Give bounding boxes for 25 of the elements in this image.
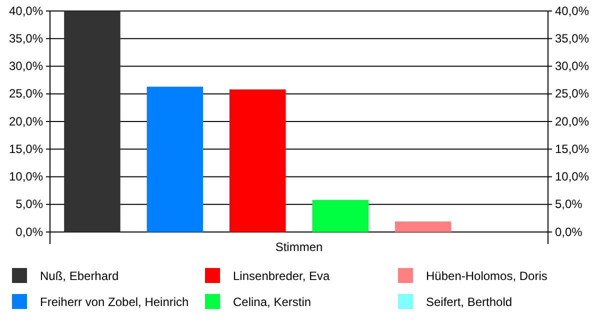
x-tick-label: Stimmen — [275, 240, 323, 254]
text: 0,0% — [555, 224, 582, 239]
text: 20,0% — [555, 114, 590, 128]
legend-label: Freiherr von Zobel, Heinrich — [40, 295, 189, 309]
y-tick-label: 15,0% — [8, 142, 44, 156]
y-tick-label: 5,0% — [16, 197, 44, 212]
text: 5,0% — [555, 197, 582, 212]
text: 40,0% — [555, 4, 590, 18]
y-tick-label: 10,0% — [8, 170, 44, 184]
legend-label: Seifert, Berthold — [426, 295, 512, 309]
text: 30,0% — [555, 59, 590, 74]
text: 35,0% — [555, 31, 590, 46]
legend-label: Nuß, Eberhard — [40, 269, 119, 283]
y-tick-label: 35,0% — [8, 31, 44, 46]
y-tick-label: 40,0% — [8, 4, 44, 18]
text: 10,0% — [555, 170, 590, 184]
legend-label: Linsenbreder, Eva — [233, 269, 330, 283]
y-tick-label: 0,0% — [16, 224, 44, 239]
y-tick-label: 30,0% — [8, 59, 44, 74]
y-tick-label: 20,0% — [8, 114, 44, 128]
legend-label: Hüben-Holomos, Doris — [426, 269, 548, 283]
text: 15,0% — [555, 142, 590, 156]
text: 25,0% — [555, 86, 590, 101]
y-tick-label: 25,0% — [8, 86, 44, 101]
legend-label: Celina, Kerstin — [233, 295, 312, 309]
